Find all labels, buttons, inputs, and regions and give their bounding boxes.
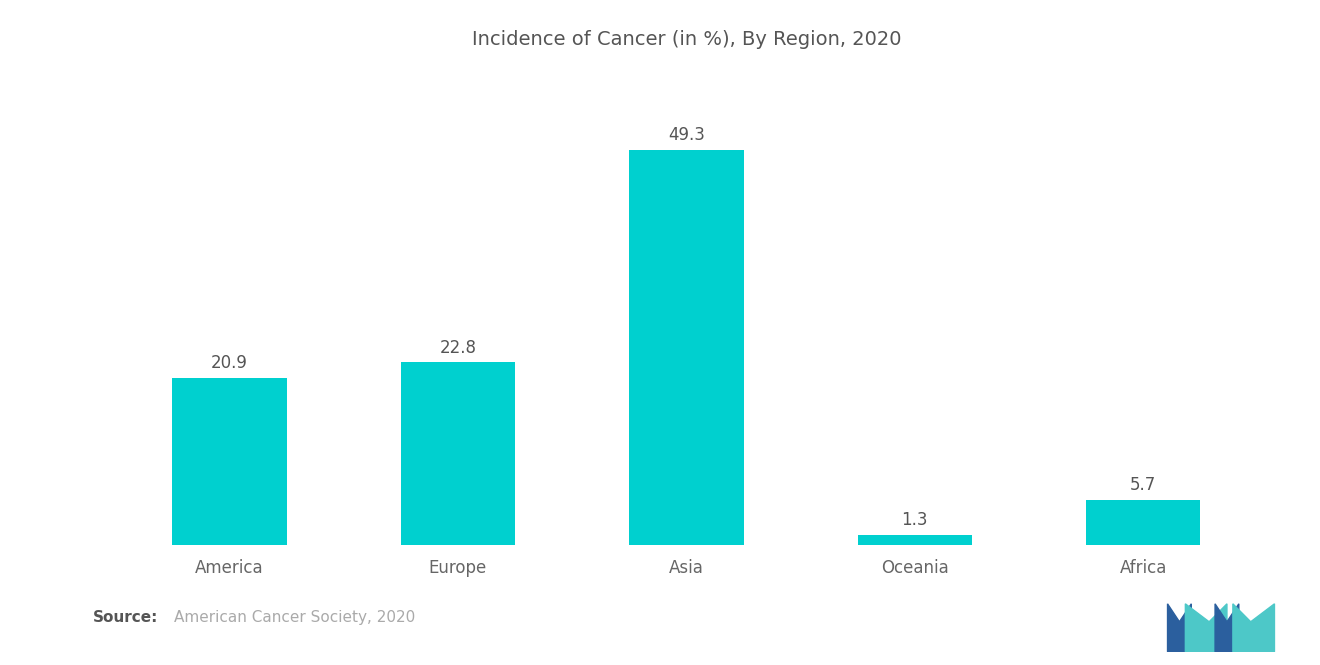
Text: 1.3: 1.3 (902, 511, 928, 529)
Polygon shape (1185, 604, 1226, 652)
Bar (173, 378, 286, 545)
Text: 49.3: 49.3 (668, 126, 705, 144)
Bar (630, 150, 743, 545)
Text: 20.9: 20.9 (211, 354, 248, 372)
Bar (858, 535, 972, 545)
Title: Incidence of Cancer (in %), By Region, 2020: Incidence of Cancer (in %), By Region, 2… (471, 30, 902, 49)
Text: 5.7: 5.7 (1130, 476, 1156, 494)
Text: Source:: Source: (92, 610, 158, 625)
Text: American Cancer Society, 2020: American Cancer Society, 2020 (174, 610, 416, 625)
Polygon shape (1167, 604, 1191, 652)
Bar (401, 362, 515, 545)
Polygon shape (1214, 604, 1238, 652)
Bar (1086, 499, 1200, 545)
Text: 22.8: 22.8 (440, 338, 477, 356)
Polygon shape (1233, 604, 1274, 652)
